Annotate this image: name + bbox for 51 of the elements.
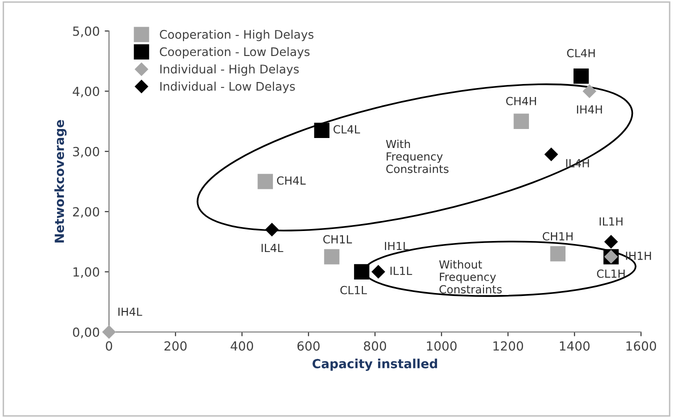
legend-label: Individual - Low Delays [160, 82, 295, 94]
annotation: IL1H [600, 217, 622, 226]
annotation: IH4L [118, 308, 142, 316]
point [314, 122, 330, 138]
annotation: Without Frequency Constraints [439, 260, 502, 294]
point [102, 325, 116, 339]
x-tick-label: 1400 [560, 341, 590, 351]
annotation: CL4L [334, 125, 360, 134]
annotation: IH4H [577, 105, 602, 114]
y-tick-label: 5,00 [73, 26, 100, 38]
y-tick-label: 0,00 [72, 327, 100, 338]
point [544, 148, 558, 161]
point [265, 223, 279, 236]
x-tick-label: 400 [230, 341, 254, 351]
annotation: IH1H [626, 252, 651, 260]
legend-label: Cooperation - High Delays [160, 30, 314, 42]
point [258, 174, 273, 190]
annotation: CH1H [542, 232, 573, 240]
x-tick-label: 1600 [626, 341, 656, 351]
annotation: IL1L [390, 266, 412, 275]
point [604, 235, 618, 248]
annotation: CH4H [506, 96, 536, 106]
point [550, 246, 566, 262]
y-tick-label: 3,00 [73, 146, 100, 158]
annotation: IH1L [384, 242, 409, 250]
point [514, 114, 529, 129]
annotation: IL4L [262, 244, 284, 252]
x-tick-label: 600 [297, 341, 320, 351]
annotation: With Frequency Constraints [386, 140, 448, 174]
annotation: CH4L [277, 176, 306, 185]
x-axis-title: Capacity installed [312, 358, 438, 371]
legend-label: Individual - High Delays [160, 64, 299, 76]
annotation: CL4H [567, 48, 595, 58]
point [354, 264, 370, 280]
y-tick-label: 2,00 [73, 207, 100, 218]
y-tick-label: 4,00 [72, 86, 100, 98]
x-tick-label: 200 [164, 341, 187, 351]
point [372, 265, 385, 278]
y-axis-title: Networkcoverage [54, 120, 67, 242]
point [324, 249, 340, 264]
annotation: CH1L [323, 235, 352, 244]
x-tick-label: 1000 [426, 341, 457, 351]
annotation: CL1L [340, 286, 367, 294]
x-tick-label: 800 [364, 341, 386, 351]
point [582, 84, 596, 98]
point [574, 68, 589, 84]
legend-label: Cooperation - Low Delays [160, 47, 310, 58]
x-tick-label: 1200 [493, 341, 524, 351]
x-tick-label: 0 [106, 341, 112, 351]
y-tick-label: 1,00 [74, 267, 100, 278]
annotation: CL1H [597, 269, 625, 278]
